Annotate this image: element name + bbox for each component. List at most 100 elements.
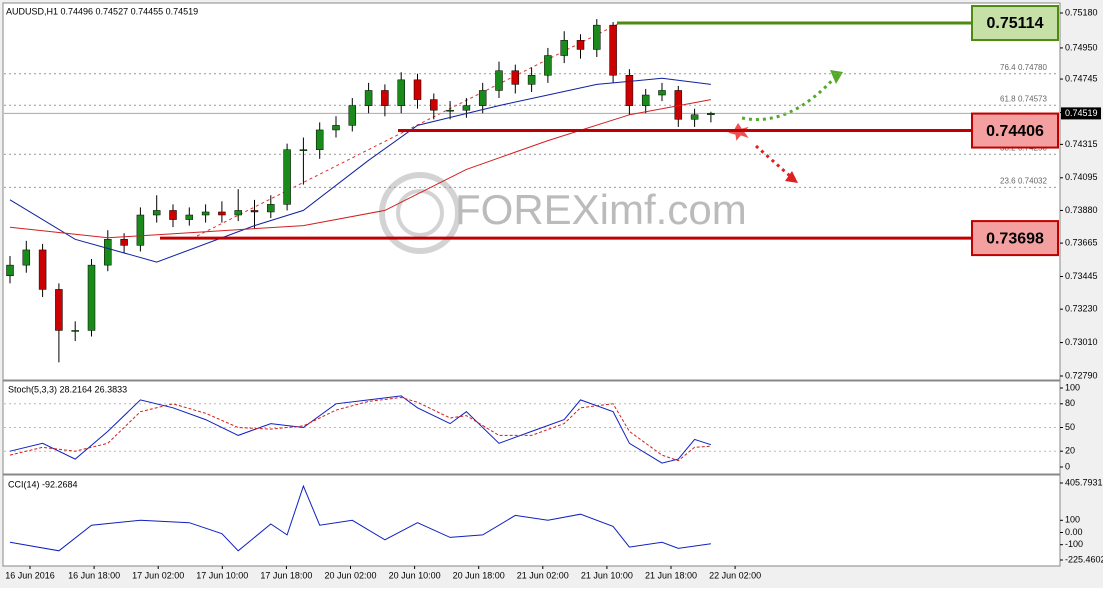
x-tick-label: 21 Jun 18:00 xyxy=(645,570,697,580)
watermark-logo xyxy=(379,172,461,254)
y-tick-label: 80 xyxy=(1065,398,1075,408)
y-tick-label: 0.73665 xyxy=(1065,237,1098,247)
candle-body xyxy=(707,112,715,116)
x-tick-label: 17 Jun 18:00 xyxy=(260,570,312,580)
y-tick-label: 0.00 xyxy=(1065,527,1083,537)
candle-body xyxy=(576,40,585,50)
fib-value: 0.74780 xyxy=(1018,63,1047,72)
x-tick-label: 17 Jun 02:00 xyxy=(132,570,184,580)
candle-body xyxy=(544,55,552,76)
candle-body xyxy=(267,204,275,213)
y-tick-label: 0.74095 xyxy=(1065,172,1098,182)
indicator-line xyxy=(9,395,712,464)
y-tick-label: -225.4602 xyxy=(1065,554,1103,564)
candle-body xyxy=(201,211,210,216)
x-tick-label: 17 Jun 10:00 xyxy=(196,570,248,580)
candle-body xyxy=(348,105,357,126)
main-panel xyxy=(2,2,1061,381)
fib-ratio: 76.4 xyxy=(1000,63,1016,72)
level-label: 0.73698 xyxy=(986,230,1044,247)
y-tick-label: 0.74950 xyxy=(1065,42,1098,52)
candle-body xyxy=(71,330,79,332)
candle-body xyxy=(332,125,340,131)
bear-arrow-head xyxy=(785,171,798,183)
stoch-panel xyxy=(2,380,1061,475)
candle-body xyxy=(136,214,145,246)
candle-body xyxy=(560,40,568,56)
candle-body xyxy=(218,211,226,216)
indicator-line xyxy=(9,77,711,263)
indicator-line xyxy=(9,484,711,552)
candle-body xyxy=(283,149,291,205)
y-tick-label: 50 xyxy=(1065,422,1075,432)
level-box xyxy=(971,5,1059,42)
candle-body xyxy=(690,114,699,120)
current-price-label: 0.74519 xyxy=(1065,108,1098,118)
candle-body xyxy=(87,264,96,331)
candle-body xyxy=(234,210,242,216)
candle-body xyxy=(104,239,112,266)
x-tick-label: 20 Jun 18:00 xyxy=(453,570,505,580)
candle-body xyxy=(478,90,487,106)
bear-arrow xyxy=(755,144,791,178)
candle-body xyxy=(397,79,405,106)
y-tick-label: 0.75180 xyxy=(1065,7,1098,17)
fib-ratio: 61.8 xyxy=(1000,94,1016,103)
candle-body xyxy=(185,214,194,220)
candle-body xyxy=(364,90,373,106)
candle-body xyxy=(446,109,454,112)
y-tick-label: 0.74315 xyxy=(1065,139,1098,149)
fib-value: 0.74573 xyxy=(1018,94,1047,103)
y-tick-label: 405.7931 xyxy=(1065,477,1103,487)
candle-body xyxy=(152,210,161,216)
indicator-line xyxy=(9,396,711,462)
bull-arrow xyxy=(741,73,840,122)
y-tick-label: 0 xyxy=(1065,461,1070,471)
y-tick-label: 0.73010 xyxy=(1065,337,1098,347)
candle-body xyxy=(609,24,617,76)
candle-body xyxy=(495,70,503,91)
candle-body xyxy=(462,105,471,111)
level-box xyxy=(971,112,1059,149)
candle-body xyxy=(430,99,438,111)
cci-panel xyxy=(2,474,1061,567)
y-tick-label: 20 xyxy=(1065,446,1075,456)
x-tick-label: 16 Jun 2016 xyxy=(5,570,55,580)
fib-ratio: 23.6 xyxy=(1000,176,1016,185)
level-box xyxy=(971,220,1059,257)
candle-body xyxy=(315,129,324,150)
y-tick-label: 100 xyxy=(1065,382,1080,392)
x-tick-label: 20 Jun 10:00 xyxy=(389,570,441,580)
candle-body xyxy=(625,75,634,106)
y-tick-label: 0.74745 xyxy=(1065,73,1098,83)
x-tick-label: 21 Jun 02:00 xyxy=(517,570,569,580)
y-tick-label: 0.72790 xyxy=(1065,370,1098,380)
candle-body xyxy=(658,90,666,96)
cci-title: CCI(14) -92.2684 xyxy=(8,479,78,489)
y-tick-label: -100 xyxy=(1065,539,1083,549)
candle-body xyxy=(381,90,389,106)
watermark: FOREXimf.com xyxy=(455,186,747,233)
candle-body xyxy=(250,210,259,213)
level-label: 0.75114 xyxy=(987,15,1044,32)
y-tick-label: 0.73880 xyxy=(1065,205,1098,215)
candle-body xyxy=(413,79,422,100)
x-tick-label: 22 Jun 02:00 xyxy=(709,570,761,580)
candle-body xyxy=(527,75,536,85)
y-tick-label: 0.73445 xyxy=(1065,271,1098,281)
candle-body xyxy=(6,264,14,277)
candle-body xyxy=(22,249,31,266)
level-label: 0.74406 xyxy=(986,123,1044,140)
y-tick-label: 100 xyxy=(1065,515,1080,525)
fib-value: 0.74032 xyxy=(1018,176,1047,185)
x-tick-label: 16 Jun 18:00 xyxy=(68,570,120,580)
chart-title: AUDUSD,H1 0.74496 0.74527 0.74455 0.7451… xyxy=(6,6,198,16)
indicator-line xyxy=(9,99,711,239)
candle-body xyxy=(511,70,520,85)
candle-body xyxy=(120,239,128,246)
candle-body xyxy=(299,149,308,151)
candle-body xyxy=(55,289,63,331)
current-price-box xyxy=(1061,107,1101,120)
